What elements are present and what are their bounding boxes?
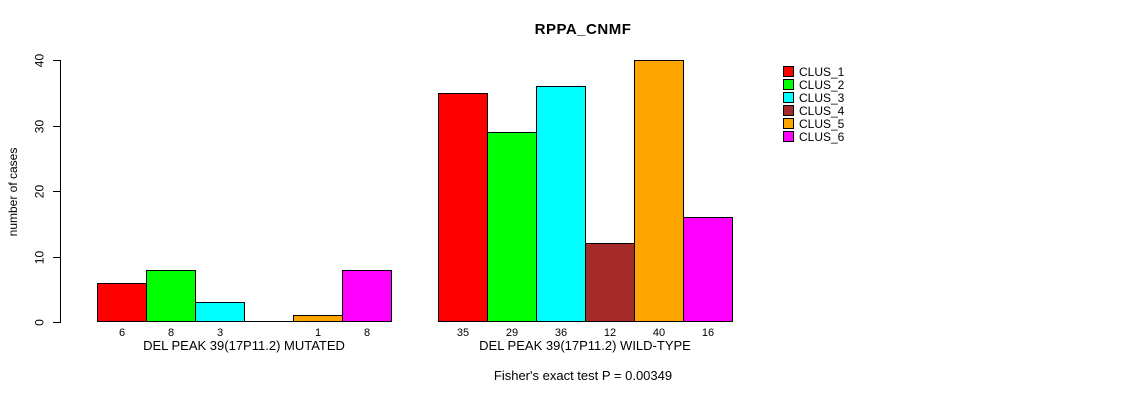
bar-value-label-clus_2-group2: 29 (505, 327, 519, 339)
legend-swatch-clus_5 (783, 118, 794, 129)
y-tick-label-10: 10 (32, 250, 47, 265)
bar-value-label-clus_5-group2: 40 (652, 327, 666, 339)
bar-value-label-clus_5-group1: 1 (314, 327, 322, 339)
y-tick-40 (53, 60, 60, 61)
bar-clus_6-group2 (683, 217, 733, 322)
bar-clus_2-group2 (487, 132, 537, 322)
legend-item-clus_3: CLUS_3 (783, 91, 844, 104)
legend-item-clus_6: CLUS_6 (783, 130, 844, 143)
legend-swatch-clus_1 (783, 66, 794, 77)
group-label-2: DEL PEAK 39(17P11.2) WILD-TYPE (479, 338, 691, 353)
y-axis-line (60, 60, 61, 323)
y-tick-30 (53, 126, 60, 127)
bar-clus_4-group2 (585, 243, 635, 322)
y-tick-label-0: 0 (32, 319, 47, 326)
y-tick-0 (53, 322, 60, 323)
legend-item-clus_2: CLUS_2 (783, 78, 844, 91)
y-axis-title: number of cases (6, 147, 20, 237)
y-tick-label-30: 30 (32, 119, 47, 134)
bar-clus_1-group1 (97, 283, 147, 322)
legend-label-clus_2: CLUS_2 (799, 77, 845, 92)
legend-swatch-clus_4 (783, 105, 794, 116)
bar-clus_2-group1 (146, 270, 196, 322)
bar-clus_4-group1 (244, 321, 293, 322)
bar-value-label-clus_3-group1: 3 (216, 327, 224, 339)
legend-swatch-clus_6 (783, 131, 794, 142)
bar-clus_6-group1 (342, 270, 392, 322)
legend-label-clus_6: CLUS_6 (799, 129, 845, 144)
y-tick-label-20: 20 (32, 184, 47, 199)
legend: CLUS_1 CLUS_2 CLUS_3 CLUS_4 CLUS_5 CLUS_6 (783, 65, 844, 143)
legend-swatch-clus_3 (783, 92, 794, 103)
legend-item-clus_5: CLUS_5 (783, 117, 844, 130)
fisher-test-note: Fisher's exact test P = 0.00349 (493, 368, 673, 383)
y-tick-20 (53, 191, 60, 192)
bar-clus_5-group1 (293, 315, 343, 322)
legend-item-clus_4: CLUS_4 (783, 104, 844, 117)
y-tick-label-40: 40 (32, 53, 47, 68)
bar-value-label-clus_4-group2: 12 (603, 327, 617, 339)
group-label-1: DEL PEAK 39(17P11.2) MUTATED (143, 338, 345, 353)
legend-label-clus_4: CLUS_4 (799, 103, 845, 118)
bar-clus_3-group2 (536, 86, 586, 322)
legend-swatch-clus_2 (783, 79, 794, 90)
bar-value-label-clus_2-group1: 8 (167, 327, 175, 339)
bar-value-label-clus_1-group2: 35 (456, 327, 470, 339)
bar-clus_3-group1 (195, 302, 245, 322)
bar-value-label-clus_1-group1: 6 (118, 327, 126, 339)
bar-value-label-clus_6-group1: 8 (363, 327, 371, 339)
bar-clus_5-group2 (634, 60, 684, 322)
chart-title: RPPA_CNMF (534, 21, 632, 38)
bar-value-label-clus_6-group2: 16 (701, 327, 715, 339)
bar-value-label-clus_3-group2: 36 (554, 327, 568, 339)
legend-label-clus_1: CLUS_1 (799, 64, 845, 79)
bar-clus_1-group2 (438, 93, 488, 322)
legend-label-clus_3: CLUS_3 (799, 90, 845, 105)
legend-item-clus_1: CLUS_1 (783, 65, 844, 78)
y-tick-10 (53, 257, 60, 258)
legend-label-clus_5: CLUS_5 (799, 116, 845, 131)
